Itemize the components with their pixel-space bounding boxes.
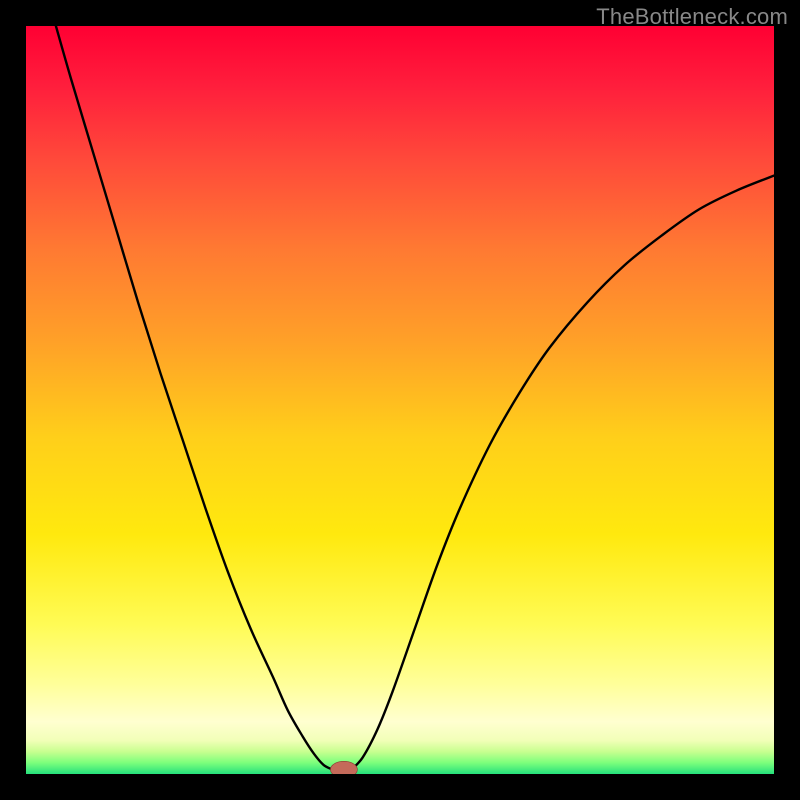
bottleneck-curve-chart: [26, 26, 774, 774]
watermark-text: TheBottleneck.com: [596, 4, 788, 30]
gradient-background: [26, 26, 774, 774]
chart-frame: TheBottleneck.com: [0, 0, 800, 800]
plot-area: [26, 26, 774, 774]
